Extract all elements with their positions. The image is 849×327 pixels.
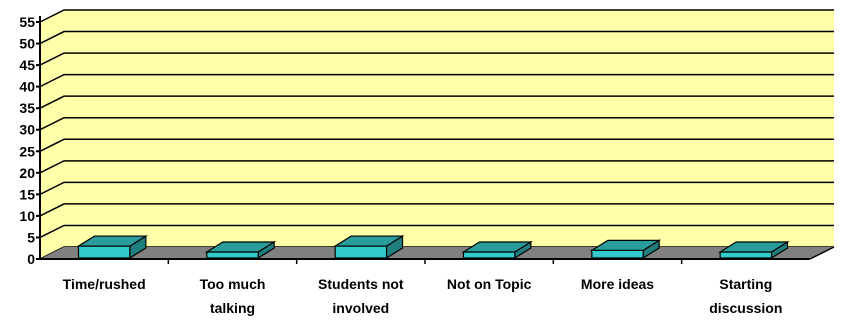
x-tick-label-line: Starting: [719, 276, 772, 292]
gridline: [39, 160, 834, 174]
y-tick-label: 10: [19, 208, 35, 224]
x-tick-label-line: More ideas: [581, 276, 654, 292]
bar-front: [206, 251, 259, 259]
bar-front: [462, 251, 516, 259]
y-tick-label: 40: [19, 79, 35, 95]
gridline: [39, 224, 834, 239]
plot-floor: [40, 247, 834, 259]
gridline: [39, 30, 834, 45]
bar-top: [333, 235, 405, 247]
bar-3: [333, 234, 405, 260]
bars: [76, 234, 790, 260]
bar-4: [461, 240, 533, 260]
y-tick-label: 55: [19, 14, 35, 30]
gridline: [39, 138, 834, 152]
x-tick-label-line: talking: [210, 300, 255, 316]
gridline: [39, 203, 834, 217]
x-tick-label-line: discussion: [709, 300, 782, 316]
gridline: [39, 116, 834, 131]
x-tick-label: Too much talking: [200, 276, 266, 316]
y-tick-label: 20: [19, 165, 35, 181]
side-wall: [40, 10, 64, 259]
y-axis-tick-labels: 0 5 10 15 20 25 30 35 40 45 50 55: [19, 14, 35, 267]
y-tick-label: 50: [19, 36, 35, 52]
x-tick-label: Students not involved: [318, 276, 404, 316]
x-tick-label-line: Too much: [200, 276, 266, 292]
x-axis-tick-labels: Time/rushed Too much talking Students not in…: [63, 276, 783, 316]
bar-1: [76, 234, 148, 260]
y-tick-label: 35: [19, 100, 35, 116]
x-tick-label-line: involved: [332, 300, 389, 316]
floor: [40, 247, 834, 259]
x-tick-label: Starting discussion: [709, 276, 782, 316]
bar-front: [591, 249, 644, 259]
bar-front: [719, 251, 773, 259]
x-tick-label: Time/rushed: [63, 276, 146, 292]
x-tick-label: Not on Topic: [447, 276, 532, 292]
gridlines: [39, 9, 834, 260]
back-wall: [64, 10, 834, 247]
gridline: [39, 95, 834, 109]
bar-front: [77, 245, 131, 259]
gridline: [39, 9, 834, 23]
bar-top: [589, 239, 662, 251]
bar-top: [461, 241, 533, 253]
gridline: [39, 52, 834, 66]
y-tick-label: 25: [19, 143, 35, 159]
gridline: [39, 73, 834, 88]
y-tick-label: 30: [19, 122, 35, 138]
gridline: [39, 181, 834, 196]
y-tick-label: 5: [27, 229, 35, 245]
floor-edge: [809, 246, 835, 260]
x-tick-label-line: Not on Topic: [447, 276, 532, 292]
y-tick-label: 15: [19, 186, 35, 202]
bar-top: [718, 241, 790, 253]
bar-top: [204, 241, 277, 253]
axes: [36, 16, 835, 264]
bar-top: [76, 235, 148, 247]
y-tick-label: 45: [19, 57, 35, 73]
bar-6: [718, 240, 790, 260]
x-tick-label-line: Students not: [318, 276, 404, 292]
x-tick-label: More ideas: [581, 276, 654, 292]
x-tick-label-line: Time/rushed: [63, 276, 146, 292]
bar-front: [334, 245, 388, 259]
plot-back-wall: [40, 10, 834, 259]
y-tick-label: 0: [27, 251, 35, 267]
